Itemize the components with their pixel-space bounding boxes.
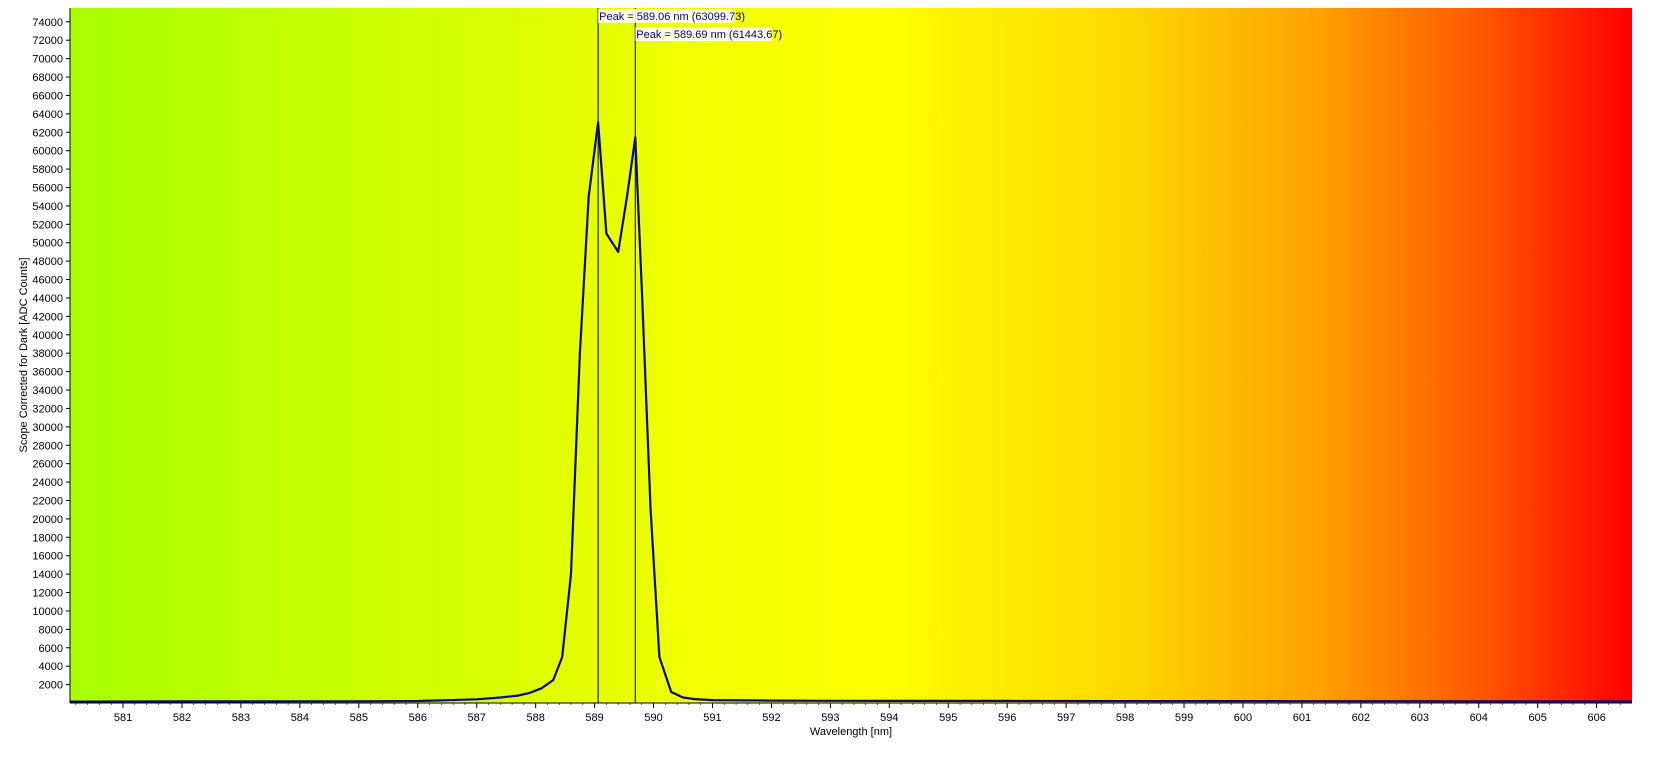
- y-tick-label: 72000: [32, 35, 63, 47]
- y-tick-label: 20000: [32, 514, 63, 526]
- spectrum-series-line: [70, 121, 1632, 703]
- x-axis-title: Wavelength [nm]: [810, 726, 892, 738]
- y-tick-label: 14000: [32, 569, 63, 581]
- x-tick-label: 588: [526, 712, 544, 724]
- y-tick-label: 34000: [32, 385, 63, 397]
- x-axis-ticks: 581 582 583 584 585 586 587 588 589 590 591 592 593 5…: [75, 703, 1621, 724]
- x-tick-label: 600: [1234, 712, 1252, 724]
- y-tick-label: 50000: [32, 238, 63, 250]
- y-tick-label: 4000: [39, 661, 63, 673]
- y-tick-label: 12000: [32, 588, 63, 600]
- x-tick-label: 606: [1587, 712, 1605, 724]
- x-tick-label: 601: [1293, 712, 1311, 724]
- x-tick-label: 605: [1529, 712, 1547, 724]
- y-tick-label: 42000: [32, 311, 63, 323]
- y-tick-label: 16000: [32, 551, 63, 563]
- peak-label-box: [635, 27, 772, 41]
- y-tick-label: 38000: [32, 348, 63, 360]
- y-tick-label: 18000: [32, 532, 63, 544]
- x-tick-label: 599: [1175, 712, 1193, 724]
- x-tick-label: 586: [409, 712, 427, 724]
- plot-area-background: [70, 8, 1632, 703]
- y-tick-label: 74000: [32, 17, 63, 29]
- peak-labels: Peak = 589.06 nm (63099.73) Peak = 589.69…: [598, 9, 782, 41]
- y-tick-label: 28000: [32, 440, 63, 452]
- y-tick-label: 10000: [32, 606, 63, 618]
- x-tick-label: 598: [1116, 712, 1134, 724]
- y-tick-label: 52000: [32, 219, 63, 231]
- y-tick-label: 44000: [32, 293, 63, 305]
- x-tick-label: 596: [998, 712, 1016, 724]
- y-tick-label: 60000: [32, 146, 63, 158]
- x-tick-label: 581: [114, 712, 132, 724]
- x-tick-label: 589: [585, 712, 603, 724]
- y-tick-label: 8000: [39, 624, 63, 636]
- x-tick-label: 595: [939, 712, 957, 724]
- x-tick-label: 583: [232, 712, 250, 724]
- y-tick-label: 36000: [32, 367, 63, 379]
- x-tick-label: 590: [644, 712, 662, 724]
- y-axis-ticks: 2000 4000 6000 8000 10000 12000 14000 16000 1800…: [32, 17, 70, 692]
- y-tick-label: 64000: [32, 109, 63, 121]
- y-tick-label: 24000: [32, 477, 63, 489]
- x-tick-label: 587: [468, 712, 486, 724]
- y-axis-title: Scope Corrected for Dark [ADC Counts]: [18, 257, 30, 452]
- y-tick-label: 62000: [32, 127, 63, 139]
- peak-label: Peak = 589.06 nm (63099.73): [599, 11, 745, 23]
- x-tick-label: 582: [173, 712, 191, 724]
- x-tick-label: 594: [880, 712, 898, 724]
- x-tick-label: 591: [703, 712, 721, 724]
- y-tick-label: 66000: [32, 90, 63, 102]
- x-tick-label: 592: [762, 712, 780, 724]
- y-tick-label: 6000: [39, 643, 63, 655]
- x-tick-label: 597: [1057, 712, 1075, 724]
- y-tick-label: 70000: [32, 54, 63, 66]
- y-tick-label: 26000: [32, 459, 63, 471]
- x-tick-label: 585: [350, 712, 368, 724]
- y-tick-label: 58000: [32, 164, 63, 176]
- y-tick-label: 40000: [32, 330, 63, 342]
- y-tick-label: 30000: [32, 422, 63, 434]
- y-tick-label: 32000: [32, 403, 63, 415]
- x-tick-label: 602: [1352, 712, 1370, 724]
- peak-label: Peak = 589.69 nm (61443.67): [636, 29, 782, 41]
- y-tick-label: 22000: [32, 495, 63, 507]
- y-tick-label: 2000: [39, 680, 63, 692]
- y-tick-label: 54000: [32, 201, 63, 213]
- x-tick-label: 604: [1470, 712, 1488, 724]
- y-tick-label: 68000: [32, 72, 63, 84]
- x-tick-label: 593: [821, 712, 839, 724]
- y-tick-label: 46000: [32, 275, 63, 287]
- y-tick-label: 56000: [32, 183, 63, 195]
- x-tick-label: 603: [1411, 712, 1429, 724]
- peak-label-box: [598, 9, 735, 23]
- x-tick-label: 584: [291, 712, 309, 724]
- y-tick-label: 48000: [32, 256, 63, 268]
